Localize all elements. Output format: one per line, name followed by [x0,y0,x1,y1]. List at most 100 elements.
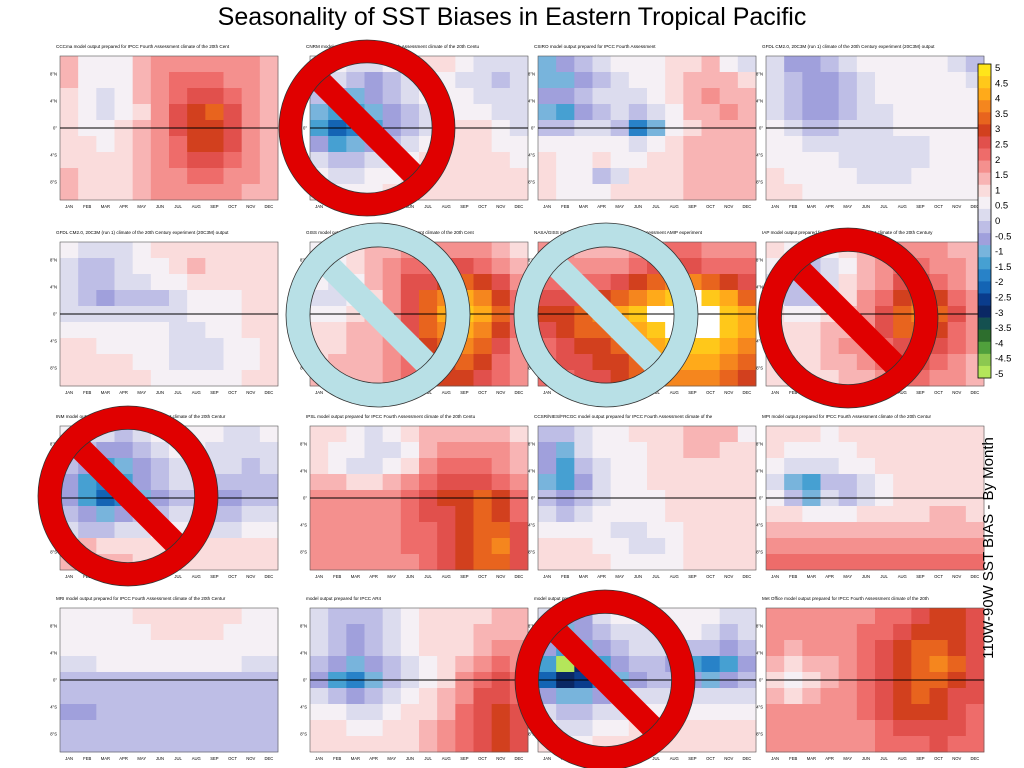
heatmap-cell [473,554,493,571]
heatmap-cell [491,72,511,89]
heatmap-cell [205,736,224,753]
heatmap-cell [114,290,134,307]
heatmap-cell [856,258,876,275]
heatmap-cell [509,474,529,491]
heatmap-cell [875,522,894,539]
heatmap-cell [766,688,785,705]
month-tick-label: DEC [264,574,273,579]
heatmap-cell [455,554,474,571]
heatmap-cell [893,442,912,459]
heatmap-cell [114,274,134,291]
heatmap-cell [187,720,206,737]
month-tick-label: JUN [156,390,164,395]
heatmap-cell [96,608,115,625]
heatmap-cell [241,104,261,121]
lat-tick-label: 4°N [50,285,57,290]
heatmap-cell [259,370,279,387]
heatmap-cell [893,322,912,339]
lat-tick-label: 0° [303,126,307,131]
heatmap-cell [241,354,261,371]
heatmap-cell [820,72,840,89]
heatmap-cell [665,538,684,555]
heatmap-cell [259,88,279,105]
heatmap-cell [473,474,493,491]
heatmap-cell [556,56,575,73]
heatmap-cell [169,370,188,387]
heatmap-cell [610,624,630,641]
heatmap-cell [766,442,785,459]
heatmap-cell [683,258,702,275]
heatmap-cell [838,608,858,625]
heatmap-cell [259,104,279,121]
heatmap-cell [114,72,134,89]
heatmap-cell [364,522,384,539]
heatmap-cell [683,608,702,625]
heatmap-cell [491,152,511,169]
month-tick-label: NOV [496,390,505,395]
heatmap-cell [719,56,739,73]
month-tick-label: JUN [862,756,870,761]
heatmap-cell [856,88,876,105]
heatmap-cell [683,104,702,121]
heatmap-cell [766,88,785,105]
heatmap-cell [719,290,739,307]
heatmap-cell [78,88,97,105]
heatmap-cell [538,56,557,73]
heatmap-cell [205,290,224,307]
heatmap-cell [683,426,702,443]
heatmap-cell [78,258,97,275]
heatmap-cell [382,736,402,753]
heatmap-cell [473,338,493,355]
heatmap-cell [610,88,630,105]
heatmap-cell [223,736,243,753]
heatmap-cell [701,608,721,625]
heatmap-cell [574,72,593,89]
heatmap-cell [856,152,876,169]
heatmap-cell [205,242,224,259]
heatmap-cell [364,72,384,89]
heatmap-cell [737,624,757,641]
heatmap-cell [78,56,97,73]
heatmap-cell [132,640,152,657]
heatmap-cell [169,736,188,753]
heatmap-cell [784,522,803,539]
heatmap-cell [701,720,721,737]
heatmap-cell [382,258,402,275]
month-tick-label: FEB [333,756,341,761]
colorbar-swatch [978,88,991,101]
heatmap-cell [737,168,757,185]
heatmap-cell [346,442,365,459]
lat-tick-label: 4°N [50,99,57,104]
colorbar-tick-label: -4.5 [995,354,1011,365]
heatmap-cell [419,290,438,307]
heatmap-cell [169,104,188,121]
heatmap-cell [647,88,666,105]
month-tick-label: JAN [771,574,779,579]
heatmap-cell [96,242,115,259]
lat-tick-label: 0° [53,678,57,683]
heatmap-cell [473,704,493,721]
heatmap-cell [96,656,115,673]
heatmap-cell [400,274,420,291]
heatmap-cell [187,290,206,307]
heatmap-cell [60,474,79,491]
heatmap-cell [223,370,243,387]
heatmap-cell [701,274,721,291]
month-tick-label: APR [119,390,128,395]
heatmap-cell [893,608,912,625]
heatmap-cell [509,168,529,185]
heatmap-cell [802,688,821,705]
colorbar-tick-label: 5 [995,63,1000,74]
heatmap-cell [647,136,666,153]
month-tick-label: SEP [210,204,219,209]
heatmap-cell [947,624,967,641]
heatmap-cell [187,338,206,355]
heatmap-cell [947,354,967,371]
month-tick-label: JUN [862,204,870,209]
heatmap-cell [538,474,557,491]
heatmap-cell [737,290,757,307]
heatmap-cell [346,152,365,169]
heatmap-cell [382,506,402,523]
heatmap-cell [150,258,170,275]
heatmap-cell [820,322,840,339]
